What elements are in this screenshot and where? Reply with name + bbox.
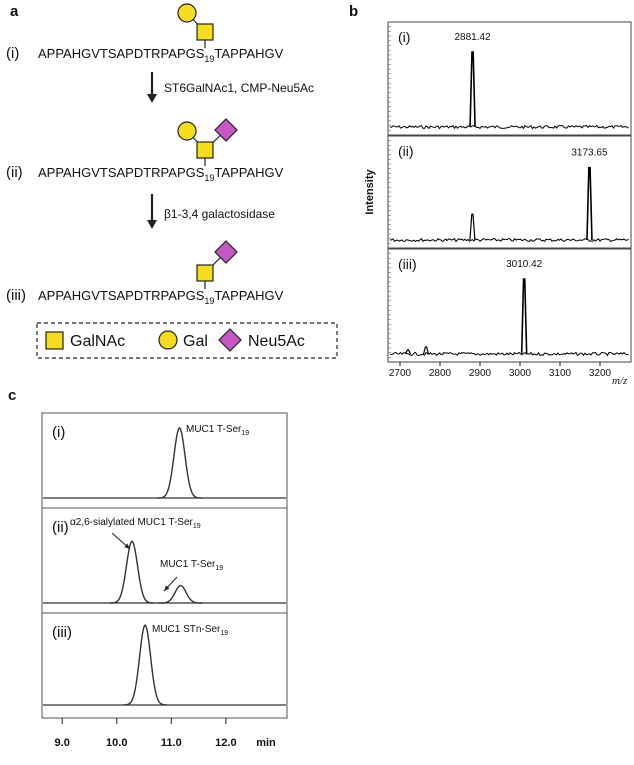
panel-label: (i) — [52, 424, 65, 441]
glycan — [177, 3, 214, 48]
reaction-label: ST6GalNAc1, CMP-Neu5Ac — [164, 81, 314, 95]
peak — [158, 584, 203, 604]
arrow-head — [124, 543, 130, 549]
subscript: 19 — [204, 296, 214, 306]
x-axis-label: min — [256, 737, 276, 749]
panel-label: (iii) — [52, 624, 72, 641]
sequence: APPAHGVTSAPDTRPAPGS19TAPPAHGV — [38, 165, 284, 183]
subscript: 19 — [241, 430, 249, 437]
x-tick-label: 10.0 — [106, 737, 127, 749]
subscript: 19 — [204, 54, 214, 64]
arrow — [147, 72, 157, 103]
baseline-noise — [389, 237, 629, 243]
legend-entry: Neu5Ac — [248, 333, 305, 350]
peak — [123, 624, 168, 706]
panel-label: (i) — [398, 29, 410, 45]
subscript: 19 — [220, 630, 228, 637]
arrow — [147, 194, 157, 229]
y-axis-label: Intensity — [364, 169, 376, 215]
peak — [110, 540, 154, 604]
x-tick-label: 2700 — [389, 368, 412, 379]
annotation: MUC1 T-Ser19 — [186, 424, 249, 437]
panel-label: (ii) — [52, 519, 69, 536]
peak-label: 3173.65 — [571, 148, 608, 159]
x-axis-label: m/z — [612, 375, 628, 387]
subscript: 19 — [204, 173, 214, 183]
sequence: APPAHGVTSAPDTRPAPGS19TAPPAHGV — [38, 46, 284, 64]
sequence-part: TAPPAHGV — [214, 288, 283, 303]
peak — [404, 349, 412, 355]
glycan — [196, 240, 238, 289]
peak-label: 2881.42 — [454, 32, 491, 43]
peak — [586, 166, 593, 241]
annotation: α2,6-sialylated MUC1 T-Ser19 — [70, 517, 201, 530]
x-tick-label: 2800 — [429, 368, 452, 379]
sequence-part: APPAHGVTSAPDTRPAPGS — [38, 288, 205, 303]
panel-frame — [387, 21, 632, 136]
subscript: 19 — [193, 523, 201, 530]
plot-frame — [41, 412, 288, 719]
x-tick-label: 3100 — [549, 368, 572, 379]
sequence-part: APPAHGVTSAPDTRPAPGS — [38, 46, 205, 61]
annotation-text: MUC1 T-Ser — [160, 559, 216, 570]
baseline-noise — [389, 351, 629, 357]
x-tick-label: 3200 — [589, 368, 612, 379]
panel-label: c — [8, 387, 16, 404]
x-tick-label: 2900 — [469, 368, 492, 379]
legend-entry: GalNAc — [70, 333, 125, 350]
annotation-text: MUC1 STn-Ser — [152, 624, 221, 635]
annotation: MUC1 T-Ser19 — [160, 559, 223, 572]
step-numeral: (i) — [6, 45, 19, 62]
sequence-part: TAPPAHGV — [214, 165, 283, 180]
sequence-part: APPAHGVTSAPDTRPAPGS — [38, 165, 205, 180]
step-numeral: (iii) — [6, 287, 26, 304]
legend-entry: Gal — [183, 333, 208, 350]
step-numeral: (ii) — [6, 164, 23, 181]
peak — [157, 426, 202, 499]
legend: GalNAc Gal Neu5Ac — [36, 322, 338, 359]
x-tick-label: 12.0 — [215, 737, 236, 749]
baseline-noise — [389, 124, 629, 130]
peak — [422, 346, 430, 355]
charts: b Intensity m/z 2700 2800 2900 3000 3100 3200 (i)… — [8, 3, 632, 749]
glycan — [177, 118, 238, 166]
reaction-label: β1-3,4 galactosidase — [164, 207, 275, 221]
panel-label: (iii) — [398, 256, 417, 272]
peak — [469, 51, 476, 128]
annotation-text: α2,6-sialylated MUC1 T-Ser — [70, 517, 194, 528]
peak — [469, 213, 476, 241]
panel-label: a — [10, 3, 19, 20]
annotation-text: MUC1 T-Ser — [186, 424, 242, 435]
arrow-head — [164, 585, 170, 591]
sequence-part: TAPPAHGV — [214, 46, 283, 61]
peak — [520, 278, 528, 355]
panel-label: (ii) — [398, 143, 414, 159]
sequence: APPAHGVTSAPDTRPAPGS19TAPPAHGV — [38, 288, 284, 306]
x-tick-label: 3000 — [509, 368, 532, 379]
x-tick-label: 9.0 — [55, 737, 70, 749]
x-tick-label: 11.0 — [161, 737, 182, 749]
subscript: 19 — [215, 565, 223, 572]
annotation: MUC1 STn-Ser19 — [152, 624, 228, 637]
peak-label: 3010.42 — [506, 259, 543, 270]
panel-label: b — [349, 3, 358, 20]
